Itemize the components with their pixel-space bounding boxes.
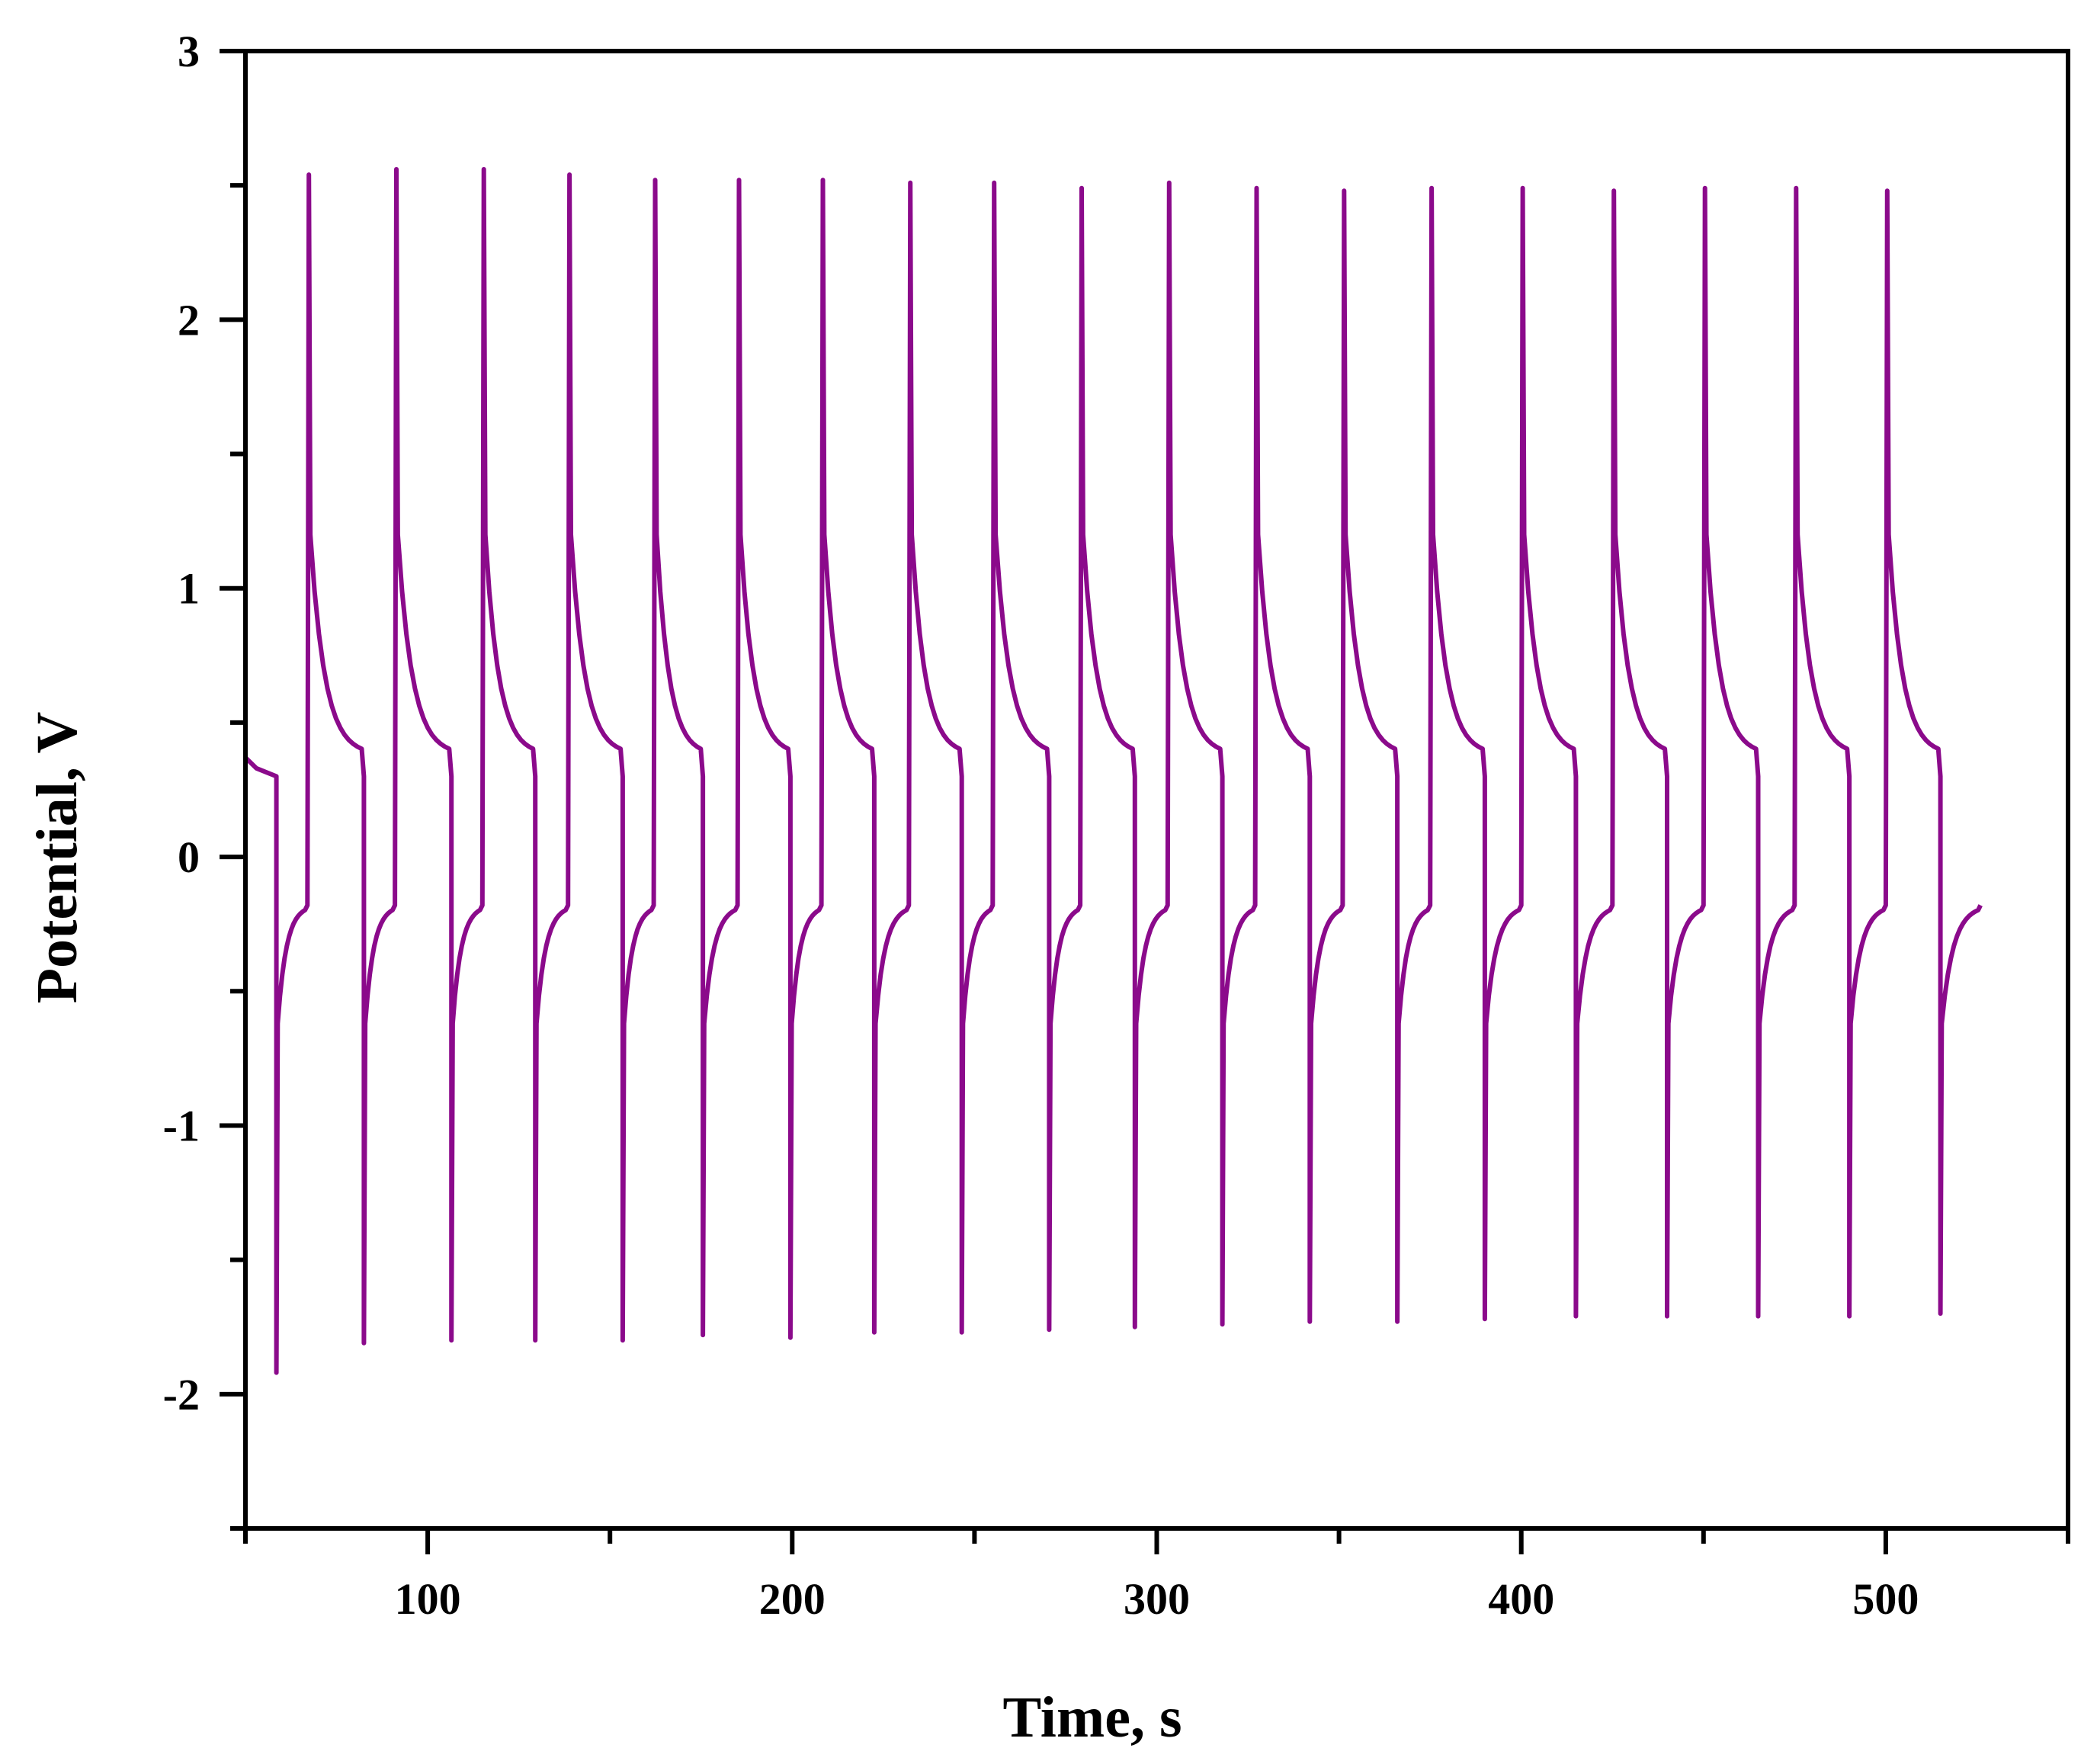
y-tick-label: -2 <box>163 1370 200 1419</box>
y-tick-label: 2 <box>178 295 200 345</box>
axes: 100 200 300 400 500 -2 -1 0 1 2 3 <box>163 27 2070 1624</box>
x-axis-title: Time, s <box>1002 1685 1182 1750</box>
potential-series-line <box>243 167 1983 1375</box>
x-tick-label: 300 <box>1124 1574 1190 1624</box>
x-tick-label: 500 <box>1852 1574 1919 1624</box>
x-tick-label: 100 <box>395 1574 461 1624</box>
y-tick-label: -1 <box>163 1101 200 1150</box>
x-tick-label: 200 <box>759 1574 826 1624</box>
y-tick-label: 1 <box>178 564 200 614</box>
plot-area <box>243 167 1983 1375</box>
y-axis-title: Potential, V <box>25 712 89 1004</box>
y-tick-label: 3 <box>178 27 200 76</box>
x-tick-label: 400 <box>1488 1574 1554 1624</box>
y-tick-label: 0 <box>178 832 200 882</box>
